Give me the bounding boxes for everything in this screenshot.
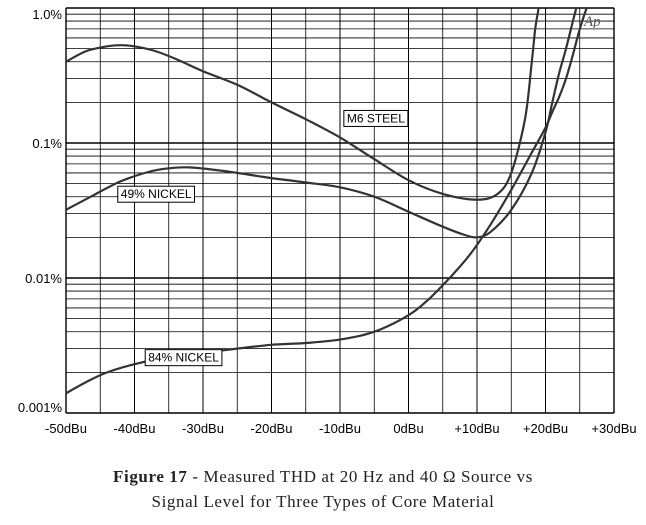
curve-label: M6 STEEL: [343, 109, 409, 127]
grid-lines: [65, 7, 615, 414]
thd-chart: -50dBu -40dBu -30dBu -20dBu -10dBu 0dBu +10dBu…: [18, 7, 637, 436]
x-tick-label: +20dBu: [523, 421, 568, 436]
caption-line-1-text: - Measured THD at 20 Hz and 40 Ω Source …: [187, 467, 533, 486]
curve-label-box: [117, 185, 196, 203]
figure-caption: Figure 17 - Measured THD at 20 Hz and 40…: [0, 464, 646, 514]
x-tick-label: +10dBu: [454, 421, 499, 436]
x-tick-label: -50dBu: [45, 421, 87, 436]
curve-label-text: 49% NICKEL: [121, 187, 192, 201]
x-tick-label: +30dBu: [591, 421, 636, 436]
y-tick-label: 0.1%: [32, 136, 62, 151]
x-tick-label: 0dBu: [393, 421, 423, 436]
x-tick-label: -10dBu: [319, 421, 361, 436]
y-tick-label: 0.01%: [25, 271, 62, 286]
x-tick-label: -40dBu: [114, 421, 156, 436]
y-tick-label: 0.001%: [18, 400, 63, 415]
y-tick-label: 1.0%: [32, 7, 62, 22]
curve-label-box: [144, 349, 223, 367]
x-tick-label: -20dBu: [251, 421, 293, 436]
series-line-m6-steel: [65, 7, 540, 201]
curve-labels: M6 STEEL 49% NICKEL 84% NICKEL: [117, 109, 409, 367]
x-tick-label: -30dBu: [182, 421, 224, 436]
axis-tick-labels: -50dBu -40dBu -30dBu -20dBu -10dBu 0dBu +10dBu…: [18, 7, 637, 436]
curve-label: 84% NICKEL: [144, 349, 223, 367]
curve-label-text: 84% NICKEL: [148, 351, 219, 365]
figure-label: Figure 17: [113, 467, 188, 486]
curve-label-box: [343, 109, 409, 127]
caption-line-2: Signal Level for Three Types of Core Mat…: [151, 492, 495, 511]
ap-logo: Ap: [583, 14, 601, 30]
caption-line-1: Figure 17 - Measured THD at 20 Hz and 40…: [0, 464, 646, 489]
curve-label-text: M6 STEEL: [347, 111, 405, 125]
curve-label: 49% NICKEL: [117, 185, 196, 203]
series-line-49-nickel: [65, 7, 578, 239]
